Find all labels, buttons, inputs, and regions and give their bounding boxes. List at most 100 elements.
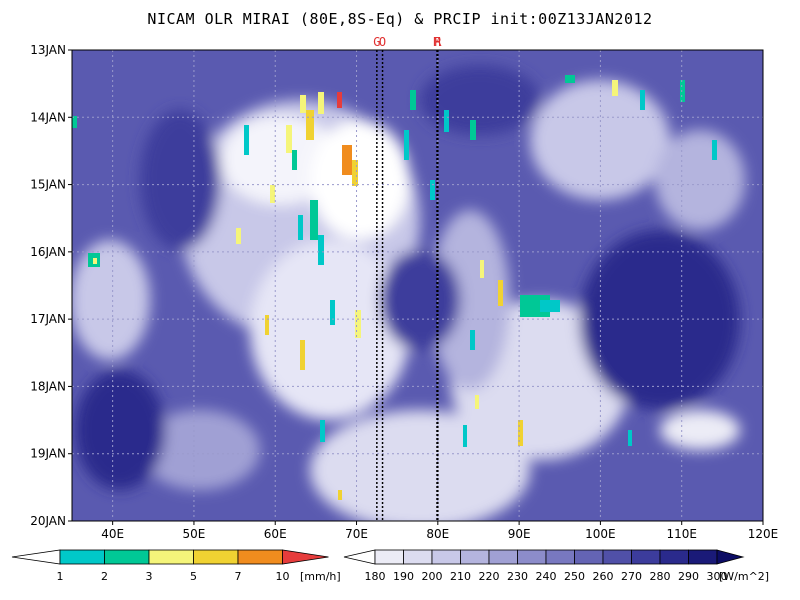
olr-light-region <box>72 240 150 360</box>
x-tick-label: 70E <box>345 527 368 541</box>
precip-colorbar-high-arrow <box>282 549 329 565</box>
x-tick-label: 50E <box>183 527 206 541</box>
marker-label-g: G <box>373 35 380 49</box>
olr-colorbar-label: 260 <box>593 570 614 583</box>
precip-cell <box>540 300 560 312</box>
y-tick-label: 20JAN <box>30 514 66 528</box>
olr-colorbar-swatch <box>488 549 518 565</box>
precip-cell <box>310 200 318 240</box>
precip-colorbar-label: 1 <box>57 570 64 583</box>
olr-colorbar-unit: [W/m^2] <box>719 570 769 583</box>
precip-cell <box>318 92 324 114</box>
precip-cell <box>265 315 269 335</box>
olr-light-region <box>140 410 260 490</box>
precip-cell <box>430 180 435 200</box>
olr-dark-region <box>380 250 460 350</box>
precip-cell <box>270 185 275 203</box>
olr-light-region <box>310 120 410 240</box>
olr-colorbar-label: 280 <box>650 570 671 583</box>
y-axis: 13JAN 14JAN 15JAN 16JAN 17JAN 18JAN 19JAN 20JAN <box>30 43 72 528</box>
olr-colorbar-label: 300 <box>707 570 728 583</box>
x-tick-label: 60E <box>264 527 287 541</box>
olr-colorbar-swatch <box>460 549 490 565</box>
y-tick-label: 19JAN <box>30 447 66 461</box>
x-tick-label: 90E <box>508 527 531 541</box>
precip-cell <box>320 420 325 442</box>
precip-cell <box>612 80 618 96</box>
olr-light-region <box>655 130 745 230</box>
olr-colorbar-label: 290 <box>678 570 699 583</box>
precip-cell <box>352 160 358 186</box>
olr-light-region <box>660 410 740 450</box>
olr-colorbar-swatch <box>631 549 661 565</box>
olr-dark-region <box>420 65 540 135</box>
precip-cell <box>300 95 306 113</box>
precip-cell <box>292 150 297 170</box>
precip-colorbar-label: 3 <box>146 570 153 583</box>
precip-colorbar: 1 2 3 5 7 10 [mm/h] <box>11 549 341 583</box>
x-axis: 40E 50E 60E 70E 80E 90E 100E 110E 120E <box>101 521 778 541</box>
x-tick-label: 80E <box>426 527 449 541</box>
precip-cell <box>72 116 77 128</box>
olr-colorbar-swatch <box>602 549 632 565</box>
precip-colorbar-swatch <box>104 549 150 565</box>
precip-cell <box>93 258 97 264</box>
olr-colorbar-swatch <box>574 549 604 565</box>
marker-label-o: O <box>379 35 386 49</box>
olr-colorbar-label: 200 <box>422 570 443 583</box>
precip-cell <box>244 125 249 155</box>
precip-cell <box>680 80 685 102</box>
olr-colorbar-swatch <box>374 549 404 565</box>
precip-cell <box>404 130 409 160</box>
precip-cell <box>475 395 479 409</box>
olr-colorbar-swatch <box>688 549 718 565</box>
grid-lines <box>72 50 763 521</box>
olr-light-region <box>310 410 530 521</box>
precip-cell <box>410 90 416 110</box>
precip-cell <box>640 90 645 110</box>
precip-cell <box>518 420 523 446</box>
plot-frame <box>71 49 764 522</box>
olr-colorbar-label: 210 <box>450 570 471 583</box>
precip-cell <box>470 330 475 350</box>
olr-colorbar-label: 190 <box>393 570 414 583</box>
precip-colorbar-unit: [mm/h] <box>300 570 341 583</box>
precip-cell <box>337 92 342 108</box>
precip-cell <box>498 280 503 306</box>
olr-blobs <box>72 65 745 521</box>
marker-label-r: R <box>434 35 442 49</box>
precip-colorbar-swatch <box>59 549 105 565</box>
precip-cell <box>444 110 449 132</box>
olr-dark-region <box>580 230 740 410</box>
olr-colorbar-label: 220 <box>479 570 500 583</box>
precip-cell <box>318 235 324 265</box>
x-tick-label: 110E <box>666 527 697 541</box>
precip-cell <box>236 228 241 244</box>
olr-colorbar-label: 180 <box>365 570 386 583</box>
olr-light-region <box>430 210 510 390</box>
olr-colorbar-label: 270 <box>621 570 642 583</box>
precip-colorbar-swatch <box>193 549 239 565</box>
precip-colorbar-label: 5 <box>190 570 197 583</box>
precip-cell <box>463 425 467 447</box>
y-tick-label: 17JAN <box>30 312 66 326</box>
precip-colorbar-label: 7 <box>235 570 242 583</box>
x-tick-label: 40E <box>101 527 124 541</box>
precip-colorbar-label: 2 <box>101 570 108 583</box>
olr-colorbar-low-arrow <box>343 549 376 565</box>
olr-colorbar-label: 230 <box>507 570 528 583</box>
precip-cell <box>355 310 361 338</box>
precip-cell <box>565 75 575 83</box>
precip-cell <box>330 300 335 325</box>
olr-colorbar-high-arrow <box>716 549 745 565</box>
olr-colorbar: 180 190 200 210 220 230 240 250 260 270 280 290 300[… <box>343 549 769 583</box>
precip-colorbar-low-arrow <box>11 549 61 565</box>
precip-colorbar-swatch <box>237 549 283 565</box>
y-tick-label: 13JAN <box>30 43 66 57</box>
y-tick-label: 18JAN <box>30 379 66 393</box>
olr-colorbar-swatch <box>659 549 689 565</box>
olr-light-region <box>250 240 410 420</box>
chart-title: NICAM OLR MIRAI (80E,8S-Eq) & PRCIP init… <box>147 10 653 28</box>
precip-colorbar-label: 10 <box>276 570 290 583</box>
